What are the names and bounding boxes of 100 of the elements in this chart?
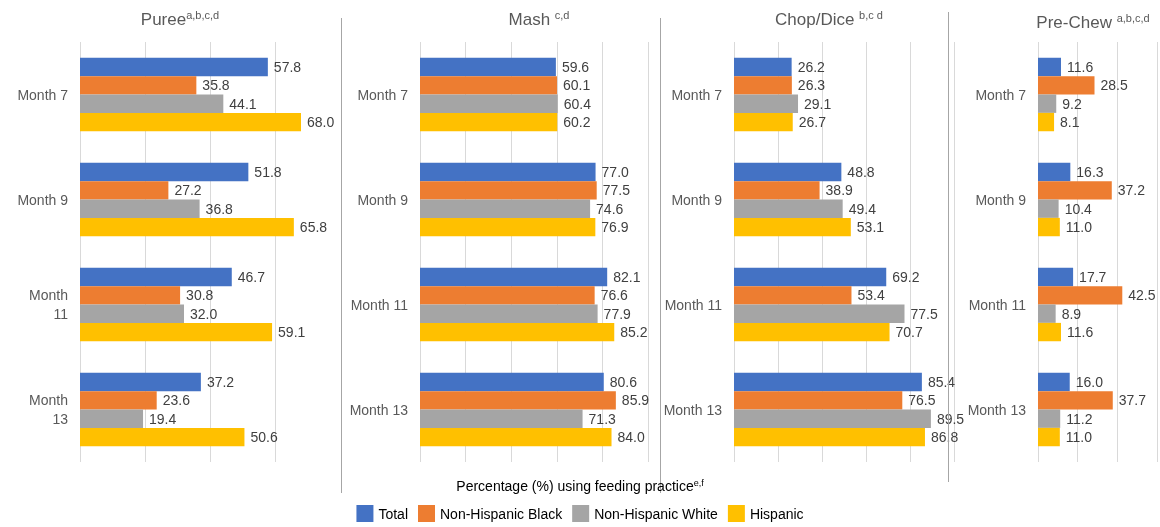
- bar: [420, 304, 598, 323]
- y-tick-label: Month 13: [349, 401, 409, 418]
- bar: [80, 217, 294, 237]
- data-label: 11.6: [1067, 324, 1094, 341]
- legend-label: Hispanic: [749, 505, 804, 522]
- bar: [80, 181, 169, 200]
- bar: [734, 267, 887, 287]
- data-label: 26.7: [798, 114, 827, 131]
- data-label: 53.4: [857, 287, 885, 304]
- bar: [420, 391, 616, 410]
- bar: [420, 94, 558, 113]
- data-label: 65.8: [299, 219, 328, 236]
- y-tick-label: Month 13: [967, 401, 1027, 418]
- data-label: 77.5: [602, 182, 631, 199]
- bar: [80, 94, 224, 113]
- data-label: 17.7: [1079, 268, 1107, 285]
- legend-label: Non-Hispanic White: [594, 505, 719, 522]
- data-label: 60.1: [563, 77, 591, 94]
- data-label: 74.6: [596, 200, 624, 217]
- data-label: 10.4: [1064, 200, 1093, 217]
- bar: [734, 372, 922, 392]
- bar: [1038, 162, 1071, 182]
- bar: [1038, 267, 1074, 287]
- bar: [734, 391, 903, 410]
- bar: [80, 409, 144, 428]
- bar: [734, 322, 890, 342]
- bar: [1038, 286, 1123, 305]
- data-label: 82.1: [613, 268, 641, 285]
- data-label: 57.8: [273, 58, 302, 75]
- data-label: 27.2: [174, 182, 202, 199]
- data-label: 38.9: [825, 182, 854, 199]
- bar: [734, 217, 851, 237]
- data-label: 16.0: [1075, 373, 1104, 390]
- data-label: 37.7: [1118, 392, 1147, 409]
- data-label: 48.8: [847, 163, 875, 180]
- data-label: 71.3: [588, 410, 617, 427]
- bar: [1038, 94, 1057, 113]
- bar: [420, 286, 595, 305]
- bar: [420, 76, 558, 95]
- data-label: 23.6: [162, 392, 191, 409]
- bar: [80, 427, 245, 447]
- bar: [1038, 57, 1062, 77]
- data-label: 26.2: [797, 58, 826, 75]
- bar: [734, 76, 792, 95]
- bar: [80, 304, 184, 323]
- y-tick-label: Month 13: [663, 401, 723, 418]
- bar: [734, 427, 925, 447]
- chart-title: Pre-Chew a,b,c,d: [1036, 11, 1150, 32]
- data-label: 89.5: [936, 410, 965, 427]
- legend-label: Non-Hispanic Black: [440, 505, 564, 522]
- bar: [80, 199, 200, 218]
- bar: [1038, 372, 1070, 392]
- data-label: 35.8: [202, 77, 230, 94]
- bar: [1038, 427, 1060, 447]
- legend-label: Total: [378, 505, 409, 522]
- bar: [80, 391, 157, 410]
- data-label: 80.6: [609, 373, 638, 390]
- bar: [420, 267, 608, 287]
- data-label: 16.3: [1076, 163, 1104, 180]
- data-label: 37.2: [1117, 182, 1146, 199]
- bar: [1038, 304, 1056, 323]
- y-tick-label: Month 11: [968, 296, 1027, 313]
- data-label: 60.2: [563, 114, 591, 131]
- data-label: 85.4: [927, 373, 956, 390]
- bar: [420, 217, 596, 237]
- bar: [420, 427, 612, 447]
- bar: [420, 199, 591, 218]
- bar: [734, 304, 905, 323]
- bar: [420, 409, 583, 428]
- y-tick-label: Month 7: [975, 86, 1027, 103]
- data-label: 77.9: [603, 305, 632, 322]
- bar: [734, 112, 793, 132]
- bar: [1038, 217, 1060, 237]
- bar: [420, 57, 556, 77]
- data-label: 86.8: [930, 429, 959, 446]
- bar: [1038, 391, 1113, 410]
- bar: [1038, 112, 1055, 132]
- data-label: 76.9: [601, 219, 629, 236]
- bar: [1038, 181, 1112, 200]
- data-label: 49.4: [848, 200, 877, 217]
- bar: [1038, 76, 1095, 95]
- bar: [420, 322, 615, 342]
- data-label: 69.2: [892, 268, 920, 285]
- bar: [80, 112, 301, 132]
- y-tick-label: Month 13: [29, 392, 69, 427]
- bar: [80, 286, 181, 305]
- data-label: 19.4: [149, 410, 177, 427]
- bar: [80, 267, 232, 287]
- chart-title: Mash c,d: [508, 8, 570, 29]
- data-label: 68.0: [307, 114, 335, 131]
- y-tick-label: Month 11: [350, 296, 409, 313]
- bar: [80, 76, 197, 95]
- y-tick-label: Month 11: [664, 296, 723, 313]
- data-label: 11.0: [1065, 429, 1093, 446]
- data-label: 59.6: [561, 58, 590, 75]
- bar: [1038, 199, 1059, 218]
- data-label: 76.5: [908, 392, 936, 409]
- data-label: 11.0: [1065, 219, 1093, 236]
- data-label: 8.9: [1061, 305, 1082, 322]
- data-label: 46.7: [237, 268, 266, 285]
